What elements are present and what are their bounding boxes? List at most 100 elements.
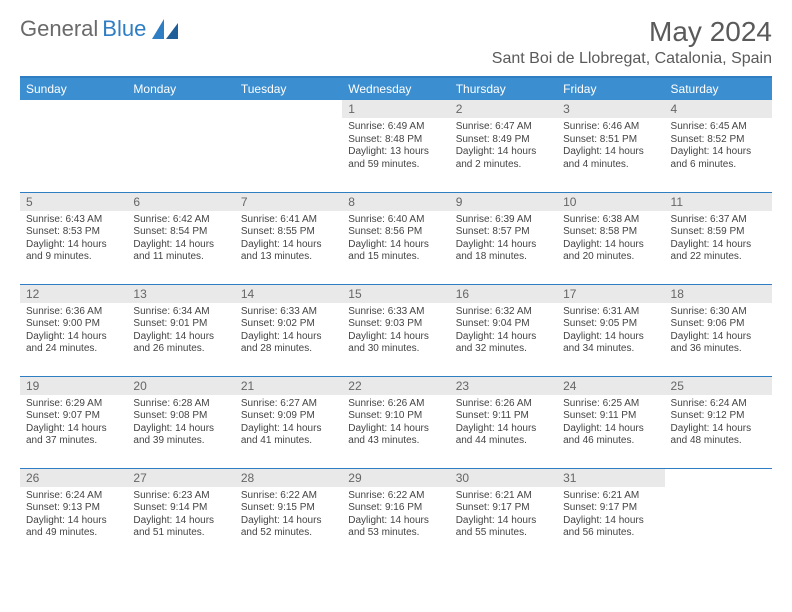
sunrise-text: Sunrise: 6:33 AM — [348, 306, 443, 319]
sunrise-text: Sunrise: 6:23 AM — [133, 490, 228, 503]
sunset-text: Sunset: 8:51 PM — [563, 134, 658, 147]
daylight-text: Daylight: 14 hours and 13 minutes. — [241, 239, 336, 264]
calendar-day-cell: 7Sunrise: 6:41 AMSunset: 8:55 PMDaylight… — [235, 192, 342, 284]
day-number: 7 — [235, 193, 342, 211]
sunset-text: Sunset: 9:11 PM — [456, 410, 551, 423]
calendar-head: SundayMondayTuesdayWednesdayThursdayFrid… — [20, 78, 772, 100]
daylight-text: Daylight: 14 hours and 26 minutes. — [133, 331, 228, 356]
day-body: Sunrise: 6:32 AMSunset: 9:04 PMDaylight:… — [450, 303, 557, 360]
sunrise-text: Sunrise: 6:37 AM — [671, 214, 766, 227]
daylight-text: Daylight: 14 hours and 32 minutes. — [456, 331, 551, 356]
sunrise-text: Sunrise: 6:39 AM — [456, 214, 551, 227]
sunrise-text: Sunrise: 6:22 AM — [241, 490, 336, 503]
weekday-header: Saturday — [665, 78, 772, 100]
day-body: Sunrise: 6:29 AMSunset: 9:07 PMDaylight:… — [20, 395, 127, 452]
calendar-day-cell: 15Sunrise: 6:33 AMSunset: 9:03 PMDayligh… — [342, 284, 449, 376]
sunset-text: Sunset: 9:07 PM — [26, 410, 121, 423]
sunrise-text: Sunrise: 6:46 AM — [563, 121, 658, 134]
day-number: 10 — [557, 193, 664, 211]
daylight-text: Daylight: 14 hours and 56 minutes. — [563, 515, 658, 540]
sunrise-text: Sunrise: 6:21 AM — [456, 490, 551, 503]
calendar-day-cell: 17Sunrise: 6:31 AMSunset: 9:05 PMDayligh… — [557, 284, 664, 376]
sunset-text: Sunset: 9:08 PM — [133, 410, 228, 423]
sunrise-text: Sunrise: 6:21 AM — [563, 490, 658, 503]
daylight-text: Daylight: 14 hours and 22 minutes. — [671, 239, 766, 264]
daylight-text: Daylight: 14 hours and 36 minutes. — [671, 331, 766, 356]
calendar-day-cell: 27Sunrise: 6:23 AMSunset: 9:14 PMDayligh… — [127, 468, 234, 560]
day-body: Sunrise: 6:27 AMSunset: 9:09 PMDaylight:… — [235, 395, 342, 452]
calendar-day-cell: 13Sunrise: 6:34 AMSunset: 9:01 PMDayligh… — [127, 284, 234, 376]
sunrise-text: Sunrise: 6:32 AM — [456, 306, 551, 319]
sunset-text: Sunset: 9:00 PM — [26, 318, 121, 331]
day-body: Sunrise: 6:39 AMSunset: 8:57 PMDaylight:… — [450, 211, 557, 268]
day-number: 20 — [127, 377, 234, 395]
sunset-text: Sunset: 9:05 PM — [563, 318, 658, 331]
daylight-text: Daylight: 14 hours and 53 minutes. — [348, 515, 443, 540]
sunset-text: Sunset: 8:59 PM — [671, 226, 766, 239]
day-body: Sunrise: 6:43 AMSunset: 8:53 PMDaylight:… — [20, 211, 127, 268]
daylight-text: Daylight: 14 hours and 49 minutes. — [26, 515, 121, 540]
sunrise-text: Sunrise: 6:41 AM — [241, 214, 336, 227]
sunset-text: Sunset: 9:10 PM — [348, 410, 443, 423]
day-number: 29 — [342, 469, 449, 487]
day-number: 1 — [342, 100, 449, 118]
day-body: Sunrise: 6:26 AMSunset: 9:11 PMDaylight:… — [450, 395, 557, 452]
day-body: Sunrise: 6:36 AMSunset: 9:00 PMDaylight:… — [20, 303, 127, 360]
calendar-day-cell: 24Sunrise: 6:25 AMSunset: 9:11 PMDayligh… — [557, 376, 664, 468]
sunrise-text: Sunrise: 6:49 AM — [348, 121, 443, 134]
day-number: 16 — [450, 285, 557, 303]
calendar-week-row: 26Sunrise: 6:24 AMSunset: 9:13 PMDayligh… — [20, 468, 772, 560]
sunrise-text: Sunrise: 6:26 AM — [456, 398, 551, 411]
weekday-header: Friday — [557, 78, 664, 100]
page-title: May 2024 — [492, 16, 772, 48]
location-text: Sant Boi de Llobregat, Catalonia, Spain — [492, 50, 772, 68]
sunset-text: Sunset: 9:01 PM — [133, 318, 228, 331]
sunrise-text: Sunrise: 6:24 AM — [26, 490, 121, 503]
day-number: 12 — [20, 285, 127, 303]
daylight-text: Daylight: 14 hours and 43 minutes. — [348, 423, 443, 448]
day-number: 5 — [20, 193, 127, 211]
daylight-text: Daylight: 14 hours and 4 minutes. — [563, 146, 658, 171]
sunrise-text: Sunrise: 6:42 AM — [133, 214, 228, 227]
day-number: 27 — [127, 469, 234, 487]
day-number: 24 — [557, 377, 664, 395]
calendar-day-cell: 4Sunrise: 6:45 AMSunset: 8:52 PMDaylight… — [665, 100, 772, 192]
day-number: 2 — [450, 100, 557, 118]
daylight-text: Daylight: 14 hours and 28 minutes. — [241, 331, 336, 356]
sunrise-text: Sunrise: 6:40 AM — [348, 214, 443, 227]
day-body: Sunrise: 6:24 AMSunset: 9:13 PMDaylight:… — [20, 487, 127, 544]
calendar-day-cell: 23Sunrise: 6:26 AMSunset: 9:11 PMDayligh… — [450, 376, 557, 468]
logo-text-blue: Blue — [102, 16, 146, 42]
calendar-day-cell: 28Sunrise: 6:22 AMSunset: 9:15 PMDayligh… — [235, 468, 342, 560]
sunset-text: Sunset: 8:54 PM — [133, 226, 228, 239]
sunset-text: Sunset: 8:57 PM — [456, 226, 551, 239]
daylight-text: Daylight: 14 hours and 18 minutes. — [456, 239, 551, 264]
sunset-text: Sunset: 9:03 PM — [348, 318, 443, 331]
calendar-day-cell: 1Sunrise: 6:49 AMSunset: 8:48 PMDaylight… — [342, 100, 449, 192]
calendar-week-row: 1Sunrise: 6:49 AMSunset: 8:48 PMDaylight… — [20, 100, 772, 192]
day-number: 18 — [665, 285, 772, 303]
daylight-text: Daylight: 14 hours and 52 minutes. — [241, 515, 336, 540]
day-number: 23 — [450, 377, 557, 395]
day-body: Sunrise: 6:42 AMSunset: 8:54 PMDaylight:… — [127, 211, 234, 268]
sunrise-text: Sunrise: 6:25 AM — [563, 398, 658, 411]
calendar-day-cell: 26Sunrise: 6:24 AMSunset: 9:13 PMDayligh… — [20, 468, 127, 560]
sunrise-text: Sunrise: 6:22 AM — [348, 490, 443, 503]
day-body: Sunrise: 6:30 AMSunset: 9:06 PMDaylight:… — [665, 303, 772, 360]
day-body: Sunrise: 6:22 AMSunset: 9:15 PMDaylight:… — [235, 487, 342, 544]
daylight-text: Daylight: 14 hours and 48 minutes. — [671, 423, 766, 448]
day-body: Sunrise: 6:33 AMSunset: 9:03 PMDaylight:… — [342, 303, 449, 360]
day-number: 30 — [450, 469, 557, 487]
daylight-text: Daylight: 14 hours and 39 minutes. — [133, 423, 228, 448]
calendar-day-cell: 20Sunrise: 6:28 AMSunset: 9:08 PMDayligh… — [127, 376, 234, 468]
sunrise-text: Sunrise: 6:29 AM — [26, 398, 121, 411]
sunrise-text: Sunrise: 6:47 AM — [456, 121, 551, 134]
calendar-day-cell: 18Sunrise: 6:30 AMSunset: 9:06 PMDayligh… — [665, 284, 772, 376]
day-body: Sunrise: 6:26 AMSunset: 9:10 PMDaylight:… — [342, 395, 449, 452]
day-number: 9 — [450, 193, 557, 211]
day-body: Sunrise: 6:25 AMSunset: 9:11 PMDaylight:… — [557, 395, 664, 452]
sunrise-text: Sunrise: 6:30 AM — [671, 306, 766, 319]
calendar-day-cell: 29Sunrise: 6:22 AMSunset: 9:16 PMDayligh… — [342, 468, 449, 560]
sunset-text: Sunset: 9:14 PM — [133, 502, 228, 515]
calendar-day-cell: 31Sunrise: 6:21 AMSunset: 9:17 PMDayligh… — [557, 468, 664, 560]
